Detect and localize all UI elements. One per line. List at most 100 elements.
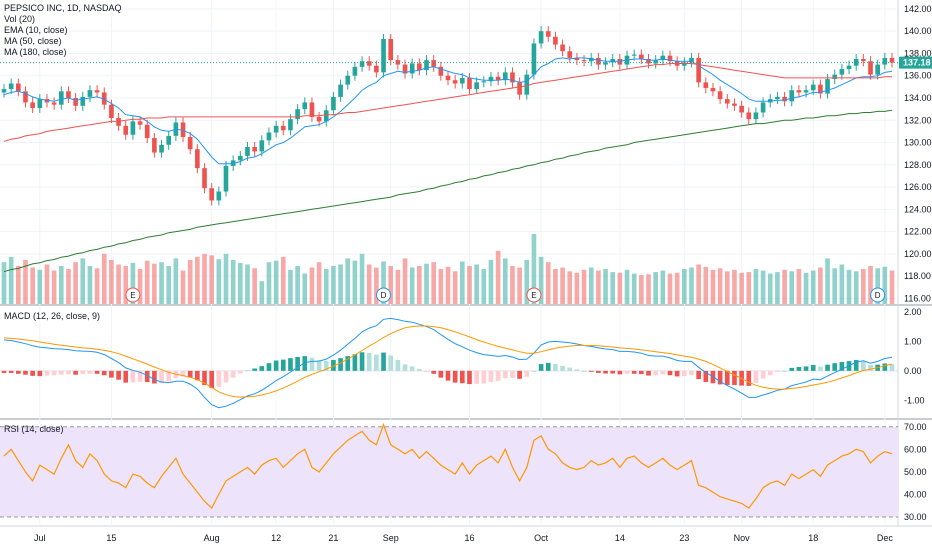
volume-bar — [37, 269, 43, 304]
candle — [101, 87, 107, 110]
macd-histogram-bar — [266, 363, 272, 371]
candle-body — [245, 146, 250, 156]
candle-body — [144, 124, 150, 139]
candle-body — [653, 60, 659, 64]
candle — [732, 98, 737, 111]
candle-body — [553, 36, 558, 45]
macd-histogram-bar — [323, 360, 329, 371]
candle — [803, 85, 809, 98]
time-tick-label: Dec — [877, 533, 894, 543]
volume-bar — [395, 269, 401, 304]
candle — [223, 160, 229, 197]
price-tick-label: 134.00 — [904, 93, 932, 103]
macd-histogram-bar — [531, 370, 537, 372]
macd-histogram-bar — [753, 370, 759, 383]
candle — [889, 52, 895, 68]
candle — [424, 55, 429, 76]
macd-histogram-bar — [309, 357, 315, 371]
macd-histogram-bar — [782, 370, 787, 372]
volume-bar — [152, 263, 157, 304]
volume-bar — [753, 269, 759, 304]
macd-histogram-bar — [395, 359, 401, 371]
volume-bar — [266, 262, 272, 304]
macd-histogram-bar — [696, 370, 701, 380]
volume-bar — [8, 256, 14, 304]
volume-bar — [223, 253, 229, 304]
volume-bar — [309, 267, 315, 304]
macd-histogram-bar — [689, 370, 694, 375]
macd-histogram-bar — [73, 370, 78, 375]
macd-histogram-bar — [288, 358, 293, 371]
candle-body — [825, 79, 830, 94]
macd-tick-label: 1.00 — [904, 336, 922, 346]
candle — [51, 97, 57, 110]
candle-body — [818, 84, 823, 94]
candle-body — [796, 90, 802, 93]
candle-body — [366, 61, 372, 66]
candle — [724, 94, 730, 109]
macd-histogram-bar — [502, 370, 508, 379]
candle — [452, 75, 458, 89]
candle — [796, 85, 802, 98]
volume-bar — [646, 274, 651, 304]
candle — [352, 61, 358, 81]
volume-bar — [66, 269, 71, 304]
macd-histogram-bar — [144, 370, 150, 383]
macd-histogram — [1, 352, 895, 388]
macd-histogram-bar — [818, 366, 823, 371]
macd-histogram-bar — [438, 370, 444, 378]
candle — [538, 26, 544, 49]
macd-histogram-bar — [717, 370, 723, 385]
candle-body — [8, 83, 14, 90]
macd-histogram-bar — [452, 370, 458, 383]
candle — [739, 100, 744, 118]
volume-bar — [388, 266, 394, 304]
candle — [409, 58, 415, 79]
candle-body — [288, 119, 293, 131]
candle — [280, 120, 286, 136]
candle — [767, 94, 773, 108]
macd-histogram-bar — [861, 361, 866, 371]
macd-histogram-bar — [180, 370, 186, 377]
volume-bar — [488, 259, 494, 304]
candle — [309, 97, 315, 122]
time-tick-label: Aug — [204, 533, 220, 543]
macd-histogram-bar — [889, 364, 895, 371]
volume-bar — [445, 266, 451, 304]
macd-histogram-bar — [424, 370, 429, 372]
volume-bar — [316, 262, 322, 304]
candle-body — [724, 99, 730, 104]
price-tick-label: 122.00 — [904, 227, 932, 237]
volume-bar — [510, 266, 515, 304]
volume-bar — [875, 268, 881, 304]
candle — [839, 64, 845, 80]
volume-bar — [825, 258, 830, 304]
volume-bar — [374, 267, 379, 304]
macd-histogram-bar — [796, 367, 802, 371]
time-tick-label: 21 — [328, 533, 338, 543]
macd-histogram-bar — [825, 364, 830, 371]
signal-line — [3, 325, 893, 398]
volume-bar — [252, 268, 257, 304]
rsi-band — [0, 426, 898, 517]
volume-bar — [166, 266, 172, 304]
macd-histogram-bar — [331, 359, 336, 371]
macd-histogram-bar — [66, 370, 71, 375]
volume-bar — [481, 269, 487, 304]
candle-body — [832, 74, 838, 80]
macd-histogram-bar — [703, 370, 709, 383]
volume-bar — [280, 256, 286, 304]
macd-histogram-bar — [245, 369, 250, 371]
volume-bar — [58, 266, 64, 304]
candle — [610, 54, 616, 68]
candle — [875, 59, 881, 80]
candle — [237, 150, 243, 166]
macd-histogram-bar — [316, 360, 322, 371]
candle — [524, 69, 530, 100]
volume-bar — [159, 262, 164, 304]
candle-body — [889, 57, 895, 63]
macd-histogram-bar — [667, 370, 673, 376]
volume-bar — [187, 259, 193, 304]
macd-histogram-bar — [445, 370, 451, 381]
